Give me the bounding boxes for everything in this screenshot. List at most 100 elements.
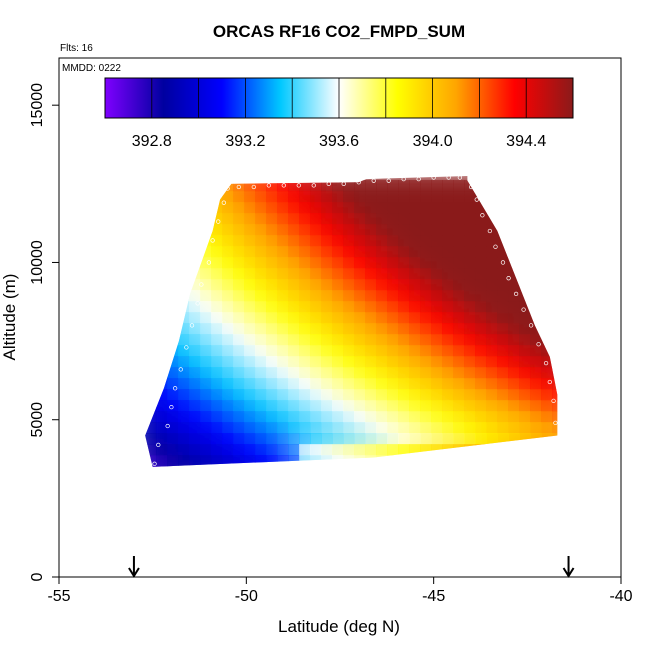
field-cell [244, 356, 256, 368]
field-cell [332, 202, 344, 214]
field-cell [398, 213, 410, 225]
field-cell [332, 455, 344, 467]
field-cell [343, 356, 355, 368]
field-cell [145, 290, 157, 302]
field-cell [211, 213, 223, 225]
field-cell [376, 312, 388, 324]
field-cell [387, 433, 399, 445]
field-cell [530, 301, 542, 313]
field-cell [387, 290, 399, 302]
field-cell [552, 345, 558, 357]
field-cell [288, 301, 300, 313]
field-cell [233, 213, 245, 225]
field-cell [475, 312, 487, 324]
field-cell [365, 213, 377, 225]
field-cell [464, 345, 476, 357]
field-cell [244, 191, 256, 203]
field-cell [354, 389, 366, 401]
field-cell [288, 411, 300, 423]
field-cell [541, 378, 553, 390]
field-cell [233, 433, 245, 445]
field-cell [178, 466, 190, 467]
field-cell [255, 433, 267, 445]
field-cell [508, 444, 520, 456]
field-cell [178, 411, 190, 423]
field-cell [244, 268, 256, 280]
field-cell [310, 400, 322, 412]
field-cell [266, 378, 278, 390]
field-cell [497, 202, 509, 214]
field-cell [354, 268, 366, 280]
field-cell [387, 411, 399, 423]
field-base-cell [546, 306, 558, 329]
field-cell [365, 224, 377, 236]
field-cell [497, 411, 509, 423]
field-cell [178, 378, 190, 390]
field-cell [486, 235, 498, 247]
field-cell [321, 433, 333, 445]
field-cell [310, 246, 322, 258]
field-cell [189, 466, 201, 467]
field-base-cell [183, 218, 206, 241]
field-base-cell [161, 251, 184, 274]
field-cell [431, 466, 443, 467]
field-base-cell [480, 460, 503, 467]
field-cell [233, 422, 245, 434]
field-cell [541, 191, 553, 203]
field-cell [508, 202, 520, 214]
field-cell [222, 345, 234, 357]
field-cell [299, 213, 311, 225]
field-cell [453, 235, 465, 247]
field-cell [266, 312, 278, 324]
field-cell [354, 224, 366, 236]
field-cell [497, 246, 509, 258]
field-base-cell [238, 460, 261, 467]
field-cell [519, 466, 531, 467]
field-cell [288, 312, 300, 324]
field-cell [464, 334, 476, 346]
field-cell [255, 466, 267, 467]
field-base-cell [524, 240, 547, 263]
field-base-cell [161, 306, 184, 329]
field-cell [255, 290, 267, 302]
field-base-cell [513, 240, 536, 263]
field-cell [310, 202, 322, 214]
field-base-cell [183, 207, 206, 230]
field-cell [211, 235, 223, 247]
field-cell [277, 367, 289, 379]
field-cell [486, 301, 498, 313]
field-cell [552, 268, 558, 280]
field-cell [167, 202, 179, 214]
colorbar-tick-label: 393.2 [225, 133, 265, 150]
field-cell [288, 466, 300, 467]
field-cell [222, 411, 234, 423]
field-base-cell [183, 196, 206, 219]
field-cell [255, 411, 267, 423]
sample-point [326, 181, 331, 186]
field-cell [244, 444, 256, 456]
field-cell [453, 180, 465, 192]
field-cell [211, 356, 223, 368]
field-base-cell [524, 460, 547, 467]
field-base-cell [469, 460, 492, 467]
field-cell [398, 180, 410, 192]
field-cell [365, 389, 377, 401]
field-cell [211, 455, 223, 467]
field-cell [178, 367, 190, 379]
field-cell [145, 191, 157, 203]
field-cell [343, 444, 355, 456]
field-cell [398, 334, 410, 346]
field-cell [409, 301, 421, 313]
field-cell [497, 279, 509, 291]
field-base-cell [414, 449, 437, 467]
sample-point [199, 282, 204, 287]
field-cell [145, 202, 157, 214]
field-cell [222, 323, 234, 335]
field-cell [398, 257, 410, 269]
field-cell [409, 246, 421, 258]
field-base-cell [161, 284, 184, 307]
field-cell [266, 257, 278, 269]
field-cell [464, 235, 476, 247]
field-cell [442, 400, 454, 412]
field-cell [365, 455, 377, 467]
